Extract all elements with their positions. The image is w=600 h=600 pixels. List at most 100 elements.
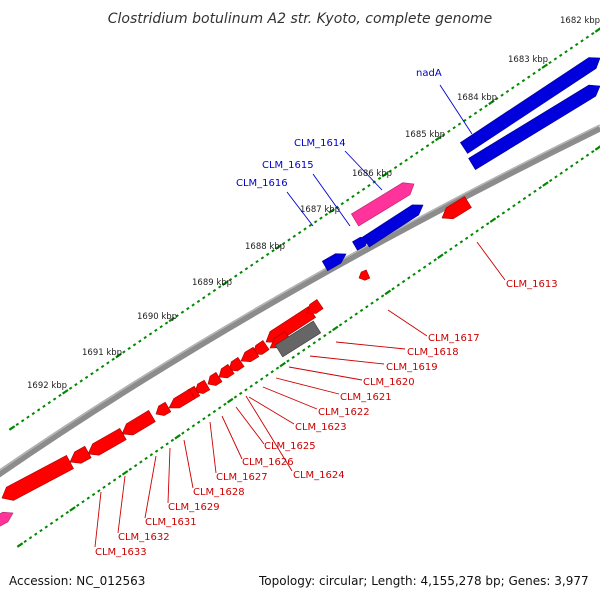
- ruler-major-tick: [489, 217, 497, 223]
- ruler-minor-tick: [312, 341, 316, 345]
- reverse-gene[interactable]: [265, 306, 317, 343]
- ruler-minor-tick: [338, 323, 343, 327]
- ruler-minor-tick: [207, 292, 211, 296]
- ruler-label: 1688 kbp: [245, 242, 285, 252]
- ruler-minor-tick: [409, 155, 414, 159]
- gene-label[interactable]: CLM_1631: [145, 517, 197, 528]
- reverse-gene[interactable]: [228, 356, 245, 372]
- ruler-minor-tick: [570, 164, 574, 168]
- gene-label[interactable]: CLM_1613: [506, 279, 558, 290]
- gene-label[interactable]: CLM_1616: [236, 178, 288, 189]
- ruler-minor-tick: [317, 337, 322, 341]
- ruler-minor-tick: [370, 301, 374, 305]
- ruler-minor-tick: [407, 276, 411, 280]
- ruler-major-tick: [121, 470, 129, 476]
- ruler-minor-tick: [132, 343, 137, 347]
- pseudo-gene[interactable]: [274, 320, 322, 358]
- gene-label[interactable]: CLM_1625: [264, 441, 316, 452]
- ruler-minor-tick: [86, 496, 91, 500]
- reverse-gene[interactable]: [69, 445, 92, 464]
- ruler-major-tick: [384, 289, 392, 296]
- ruler-minor-tick: [34, 532, 38, 536]
- gene-label[interactable]: CLM_1620: [363, 377, 415, 388]
- label-leader-line: [209, 421, 217, 474]
- forward-gene[interactable]: [468, 84, 600, 171]
- ruler-minor-tick: [485, 222, 490, 226]
- ruler-minor-tick: [238, 391, 243, 396]
- gene-label[interactable]: CLM_1615: [262, 160, 314, 171]
- ruler-minor-tick: [359, 308, 364, 313]
- reverse-gene[interactable]: [87, 427, 127, 456]
- reverse-gene[interactable]: [1, 454, 74, 501]
- ruler-minor-tick: [521, 79, 526, 83]
- forward-gene[interactable]: [459, 57, 600, 154]
- ruler-minor-tick: [297, 231, 302, 235]
- gene-label[interactable]: CLM_1624: [293, 470, 345, 481]
- ruler-minor-tick: [527, 193, 532, 197]
- gene-label[interactable]: CLM_1618: [407, 347, 459, 358]
- gene-features: [0, 57, 600, 527]
- ruler-minor-tick: [495, 97, 499, 101]
- forward-gene[interactable]: [321, 253, 347, 272]
- gene-label[interactable]: CLM_1622: [318, 407, 370, 418]
- reverse-gene[interactable]: [207, 371, 223, 386]
- label-leader-line: [439, 84, 473, 135]
- ruler-minor-tick: [15, 422, 20, 426]
- gene-label[interactable]: CLM_1623: [295, 422, 347, 433]
- ruler-minor-tick: [517, 200, 521, 204]
- ruler-minor-tick: [501, 211, 506, 215]
- forward-gene[interactable]: [352, 236, 370, 251]
- ruler-minor-tick: [475, 229, 479, 233]
- gene-label[interactable]: CLM_1617: [428, 333, 480, 344]
- ruler-major-tick: [488, 99, 495, 106]
- reverse-gene[interactable]: [306, 299, 324, 314]
- gene-label[interactable]: CLM_1633: [95, 547, 147, 558]
- ruler-label: 1691 kbp: [82, 348, 122, 358]
- ruler-minor-tick: [212, 409, 217, 414]
- reverse-gene[interactable]: [218, 363, 235, 379]
- ruler-minor-tick: [484, 104, 488, 108]
- ruler-minor-tick: [506, 207, 511, 211]
- ruler-minor-tick: [244, 267, 249, 271]
- ruler-major-tick: [594, 145, 600, 151]
- gene-label[interactable]: CLM_1621: [340, 392, 392, 403]
- ruler-minor-tick: [100, 364, 105, 369]
- reverse-gene[interactable]: [168, 388, 196, 409]
- ruler-minor-tick: [234, 274, 238, 278]
- rna-gene[interactable]: [0, 511, 14, 527]
- gene-label[interactable]: CLM_1627: [216, 472, 268, 483]
- ruler-minor-tick: [84, 375, 89, 379]
- gene-label[interactable]: CLM_1614: [294, 138, 346, 149]
- rna-gene[interactable]: [350, 182, 415, 227]
- ruler-minor-tick: [479, 107, 483, 112]
- reverse-gene[interactable]: [358, 269, 371, 281]
- ruler-minor-tick: [265, 373, 269, 377]
- ruler-minor-tick: [154, 449, 159, 453]
- gene-label[interactable]: CLM_1632: [118, 532, 170, 543]
- ruler-minor-tick: [554, 175, 558, 179]
- ruler-minor-tick: [459, 240, 464, 244]
- reverse-gene[interactable]: [121, 409, 156, 436]
- ruler-minor-tick: [55, 518, 59, 522]
- ruler-minor-tick: [60, 514, 64, 518]
- gene-label[interactable]: CLM_1619: [386, 362, 438, 373]
- reverse-gene[interactable]: [441, 196, 472, 220]
- ruler-minor-tick: [575, 160, 579, 165]
- ruler-label: 1690 kbp: [137, 312, 177, 322]
- gene-label[interactable]: CLM_1628: [193, 487, 245, 498]
- gene-label[interactable]: CLM_1626: [242, 457, 294, 468]
- ruler-minor-tick: [463, 118, 467, 123]
- ruler-label: 1683 kbp: [508, 55, 548, 65]
- ruler-label: 1684 kbp: [457, 93, 497, 103]
- reverse-gene[interactable]: [155, 401, 172, 416]
- gene-label[interactable]: nadA: [416, 68, 442, 79]
- reverse-gene[interactable]: [240, 346, 260, 363]
- ruler-minor-tick: [417, 269, 422, 273]
- reverse-gene[interactable]: [194, 379, 211, 394]
- ruler-minor-tick: [412, 272, 416, 276]
- ruler-minor-tick: [74, 382, 78, 387]
- ruler-major-tick: [541, 63, 548, 69]
- gene-label[interactable]: CLM_1629: [168, 502, 220, 513]
- label-leader-line: [476, 241, 506, 281]
- ruler-minor-tick: [202, 417, 206, 421]
